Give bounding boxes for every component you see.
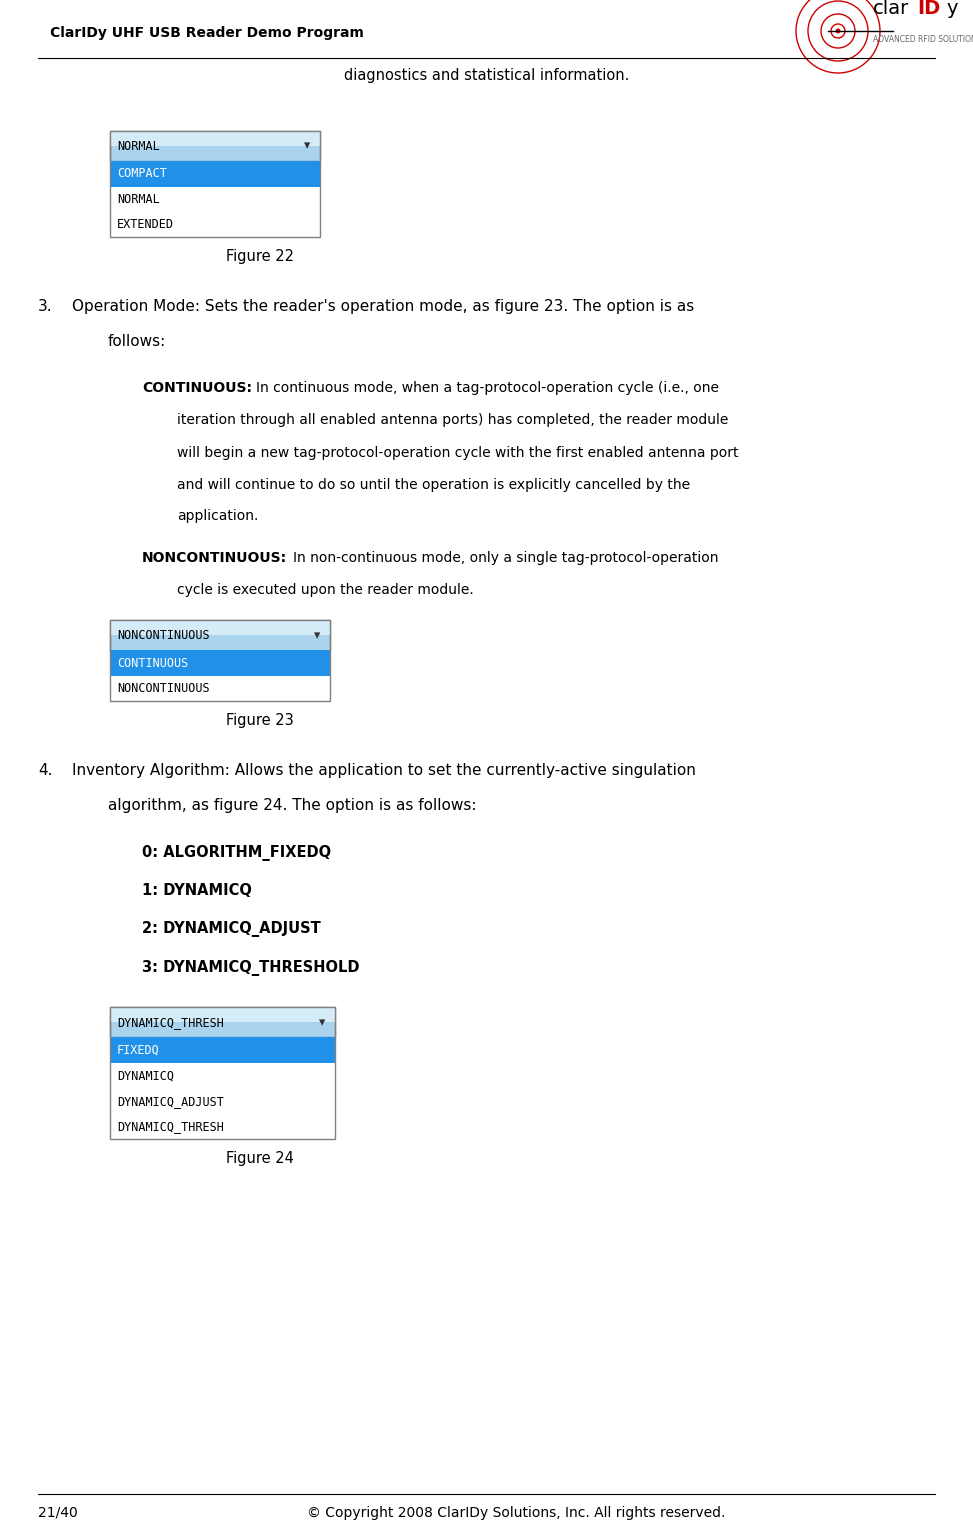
Text: application.: application. bbox=[177, 510, 259, 524]
Text: DYNAMICQ_THRESH: DYNAMICQ_THRESH bbox=[117, 1015, 224, 1029]
Text: algorithm, as figure 24. The option is as follows:: algorithm, as figure 24. The option is a… bbox=[108, 799, 477, 814]
Bar bbox=[110, 131, 320, 161]
Text: ID: ID bbox=[917, 0, 940, 18]
Text: 3: DYNAMICQ_THRESHOLD: 3: DYNAMICQ_THRESHOLD bbox=[142, 960, 359, 975]
Text: CONTINUOUS:: CONTINUOUS: bbox=[142, 381, 252, 395]
Bar bbox=[110, 1037, 335, 1063]
Text: y: y bbox=[946, 0, 957, 18]
Text: COMPACT: COMPACT bbox=[117, 167, 167, 180]
Text: EXTENDED: EXTENDED bbox=[117, 218, 174, 232]
Bar bbox=[110, 621, 330, 702]
Text: and will continue to do so until the operation is explicitly cancelled by the: and will continue to do so until the ope… bbox=[177, 478, 690, 492]
Text: diagnostics and statistical information.: diagnostics and statistical information. bbox=[343, 68, 630, 83]
Bar bbox=[110, 676, 330, 702]
Text: Figure 24: Figure 24 bbox=[226, 1152, 294, 1166]
Text: CONTINUOUS: CONTINUOUS bbox=[117, 657, 188, 670]
Text: NONCONTINUOUS:: NONCONTINUOUS: bbox=[142, 551, 287, 565]
Bar bbox=[110, 651, 330, 676]
Text: NONCONTINUOUS: NONCONTINUOUS bbox=[117, 682, 209, 696]
Text: clar: clar bbox=[873, 0, 909, 18]
Text: 0: ALGORITHM_FIXEDQ: 0: ALGORITHM_FIXEDQ bbox=[142, 845, 331, 862]
Text: ▾: ▾ bbox=[304, 140, 310, 152]
Text: 3.: 3. bbox=[38, 300, 53, 315]
Text: cycle is executed upon the reader module.: cycle is executed upon the reader module… bbox=[177, 584, 474, 598]
Bar bbox=[110, 1008, 335, 1037]
Bar bbox=[110, 161, 320, 186]
Text: Figure 22: Figure 22 bbox=[226, 249, 294, 264]
Text: Operation Mode: Sets the reader's operation mode, as figure 23. The option is as: Operation Mode: Sets the reader's operat… bbox=[72, 300, 695, 315]
Text: 21/40: 21/40 bbox=[38, 1505, 78, 1521]
Text: NORMAL: NORMAL bbox=[117, 192, 160, 206]
Text: Inventory Algorithm: Allows the application to set the currently-active singulat: Inventory Algorithm: Allows the applicat… bbox=[72, 763, 696, 779]
Text: follows:: follows: bbox=[108, 335, 166, 350]
Text: DYNAMICQ_ADJUST: DYNAMICQ_ADJUST bbox=[117, 1095, 224, 1107]
Bar bbox=[110, 131, 320, 146]
Text: DYNAMICQ: DYNAMICQ bbox=[117, 1069, 174, 1083]
Bar bbox=[110, 186, 320, 212]
Text: 2: DYNAMICQ_ADJUST: 2: DYNAMICQ_ADJUST bbox=[142, 922, 321, 937]
Text: © Copyright 2008 ClarIDy Solutions, Inc. All rights reserved.: © Copyright 2008 ClarIDy Solutions, Inc.… bbox=[307, 1505, 726, 1521]
Text: ▾: ▾ bbox=[319, 1015, 325, 1029]
Circle shape bbox=[836, 29, 841, 34]
Bar bbox=[110, 212, 320, 238]
Bar bbox=[110, 1114, 335, 1140]
Text: DYNAMICQ_THRESH: DYNAMICQ_THRESH bbox=[117, 1120, 224, 1134]
Text: 1: DYNAMICQ: 1: DYNAMICQ bbox=[142, 883, 252, 899]
Text: Figure 23: Figure 23 bbox=[226, 714, 294, 728]
Bar bbox=[110, 1089, 335, 1114]
Text: In non-continuous mode, only a single tag-protocol-operation: In non-continuous mode, only a single ta… bbox=[293, 551, 718, 565]
Text: will begin a new tag-protocol-operation cycle with the first enabled antenna por: will begin a new tag-protocol-operation … bbox=[177, 445, 739, 459]
Text: 4.: 4. bbox=[38, 763, 53, 779]
Text: In continuous mode, when a tag-protocol-operation cycle (i.e., one: In continuous mode, when a tag-protocol-… bbox=[256, 381, 719, 395]
Bar bbox=[110, 621, 330, 636]
Text: FIXEDQ: FIXEDQ bbox=[117, 1044, 160, 1057]
Text: iteration through all enabled antenna ports) has completed, the reader module: iteration through all enabled antenna po… bbox=[177, 413, 729, 427]
Text: ClarIDy UHF USB Reader Demo Program: ClarIDy UHF USB Reader Demo Program bbox=[50, 26, 364, 40]
Bar bbox=[110, 621, 330, 651]
Bar bbox=[110, 131, 320, 238]
Text: NONCONTINUOUS: NONCONTINUOUS bbox=[117, 630, 209, 642]
Text: ADVANCED RFID SOLUTIONS: ADVANCED RFID SOLUTIONS bbox=[873, 34, 973, 43]
Bar bbox=[110, 1008, 335, 1140]
Text: NORMAL: NORMAL bbox=[117, 140, 160, 152]
Bar bbox=[110, 1063, 335, 1089]
Text: ▾: ▾ bbox=[314, 630, 320, 642]
Bar bbox=[110, 1008, 335, 1023]
